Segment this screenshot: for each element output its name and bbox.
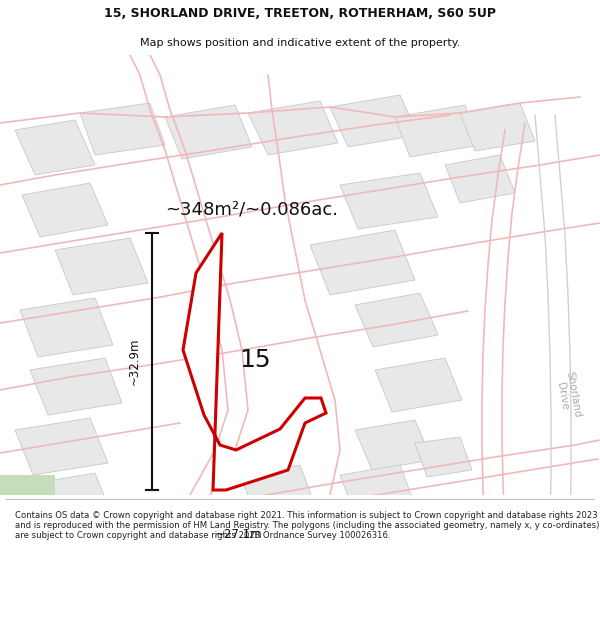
Polygon shape: [25, 473, 112, 527]
Polygon shape: [355, 420, 432, 470]
Text: ~32.9m: ~32.9m: [128, 338, 140, 385]
Polygon shape: [375, 358, 462, 412]
Text: Contains OS data © Crown copyright and database right 2021. This information is : Contains OS data © Crown copyright and d…: [15, 511, 599, 541]
Polygon shape: [80, 103, 165, 155]
Polygon shape: [240, 465, 315, 515]
Polygon shape: [248, 101, 338, 155]
Polygon shape: [0, 475, 55, 535]
Polygon shape: [340, 465, 415, 515]
Polygon shape: [22, 183, 108, 237]
Text: Map shows position and indicative extent of the property.: Map shows position and indicative extent…: [140, 38, 460, 48]
Polygon shape: [165, 105, 252, 159]
Text: 15, SHORLAND DRIVE, TREETON, ROTHERHAM, S60 5UP: 15, SHORLAND DRIVE, TREETON, ROTHERHAM, …: [104, 8, 496, 20]
Polygon shape: [55, 238, 148, 295]
Polygon shape: [340, 173, 438, 229]
Polygon shape: [415, 437, 472, 477]
Polygon shape: [355, 293, 438, 347]
Polygon shape: [15, 418, 108, 475]
Polygon shape: [20, 298, 113, 357]
Polygon shape: [395, 105, 480, 157]
Polygon shape: [445, 155, 515, 203]
Text: 15: 15: [239, 348, 271, 372]
Polygon shape: [460, 103, 535, 151]
Polygon shape: [30, 358, 122, 415]
Text: ~348m²/~0.086ac.: ~348m²/~0.086ac.: [165, 201, 338, 219]
Polygon shape: [15, 120, 95, 175]
Polygon shape: [330, 95, 418, 147]
Polygon shape: [310, 230, 415, 295]
Polygon shape: [183, 233, 326, 490]
Text: ~27.1m: ~27.1m: [215, 529, 263, 541]
Text: Shorland
Drive: Shorland Drive: [553, 370, 583, 420]
